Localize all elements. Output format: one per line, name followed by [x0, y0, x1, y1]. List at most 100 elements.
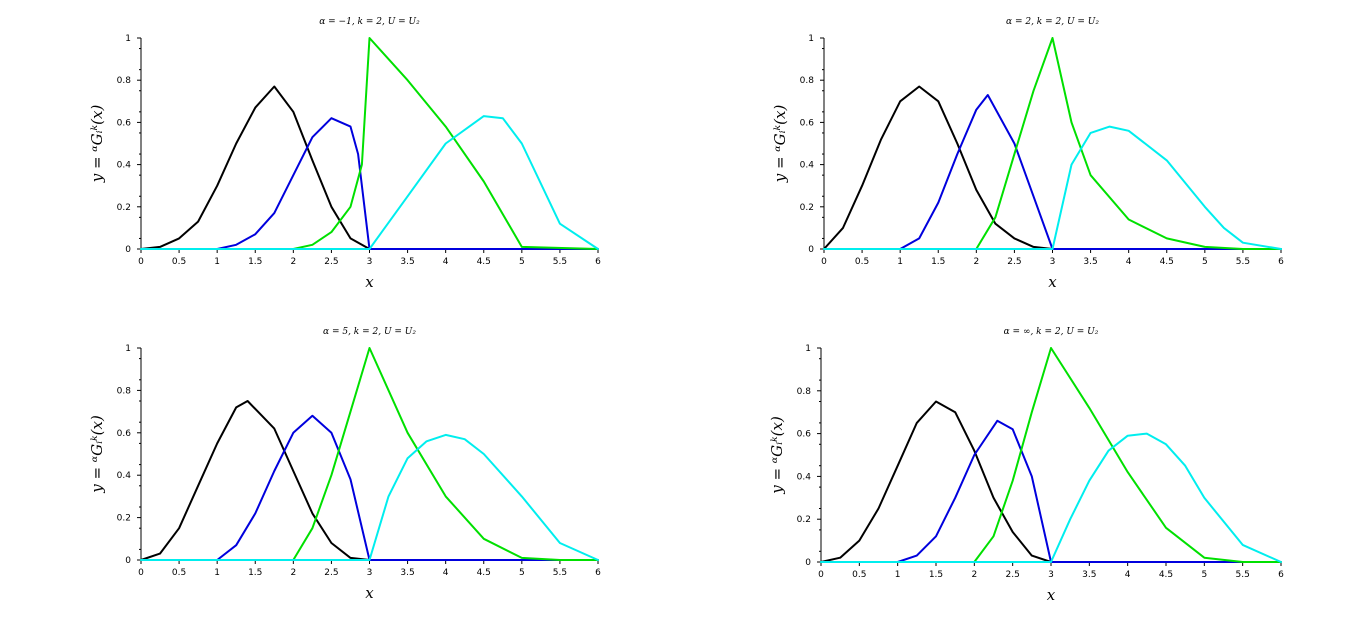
x-tick-label: 3.5	[400, 568, 414, 578]
y-tick-label: 0.4	[117, 471, 132, 481]
x-tick-label: 3.5	[1083, 257, 1097, 267]
x-tick-label: 5	[519, 257, 525, 267]
chart-panel-4: 0 0.5 1 1.5 2 2.5 3 3.5 4 4.5 5 5.5 6 0 0.2 0.4 0.6 0.8 1 α…	[768, 327, 1284, 604]
chart-title: α = 2, k = 2, U = U₂	[1006, 17, 1099, 27]
x-tick-label: 1.5	[929, 570, 943, 580]
x-tick-label: 2	[290, 257, 296, 267]
series-line-1	[823, 85, 1054, 250]
x-tick-label: 3.5	[400, 257, 414, 267]
y-tick-label: 0.2	[117, 514, 131, 524]
y-tick-label: 0.2	[800, 203, 814, 213]
x-tick-label: 5.5	[553, 257, 567, 267]
series-line-1	[140, 85, 371, 250]
chart-title: α = 5, k = 2, U = U₂	[323, 327, 416, 337]
y-tick-label: 0.4	[800, 161, 815, 171]
x-tick-label: 0	[138, 568, 144, 578]
x-tick-label: 5.5	[1236, 570, 1250, 580]
x-tick-label: 6	[1278, 570, 1284, 580]
x-tick-label: 0.5	[855, 257, 869, 267]
series-line-2	[823, 94, 1282, 250]
series-line-3	[823, 37, 1282, 250]
series-line-3	[820, 347, 1282, 563]
x-tick-label: 6	[595, 568, 601, 578]
x-axis-label: x	[1047, 586, 1056, 604]
series-line-1	[140, 400, 371, 561]
x-axis-label: x	[365, 273, 374, 291]
x-tick-label: 3	[367, 568, 373, 578]
x-tick-label: 2	[973, 257, 979, 267]
x-tick-label: 5.5	[1236, 257, 1250, 267]
x-tick-label: 1	[214, 568, 220, 578]
x-tick-label: 3	[367, 257, 373, 267]
x-tick-label: 6	[1278, 257, 1284, 267]
x-tick-label: 5	[1202, 257, 1208, 267]
y-tick-label: 0	[805, 558, 811, 568]
series-line-3	[140, 347, 599, 561]
y-tick-label: 1	[808, 34, 814, 44]
chart-panel-2: 0 0.5 1 1.5 2 2.5 3 3.5 4 4.5 5 5.5 6 0 0.2 0.4 0.6 0.8 1 α…	[771, 17, 1284, 291]
x-tick-label: 5	[1201, 570, 1207, 580]
chart-panel-3: 0 0.5 1 1.5 2 2.5 3 3.5 4 4.5 5 5.5 6 0 0.2 0.4 0.6 0.8 1 α…	[88, 327, 601, 602]
y-tick-label: 0.2	[117, 203, 131, 213]
series-line-2	[820, 419, 1282, 563]
y-tick-label: 0.6	[797, 430, 812, 440]
series-line-4	[140, 433, 599, 561]
x-tick-label: 0	[818, 570, 824, 580]
y-tick-label: 1	[125, 344, 131, 354]
x-tick-label: 0	[821, 257, 827, 267]
y-axis-label: y = ᵅGᵢᵏ(x)	[771, 105, 789, 184]
x-tick-label: 3	[1048, 570, 1054, 580]
chart-panel-1: 0 0.5 1 1.5 2 2.5 3 3.5 4 4.5 5 5.5 6 0 0.2 0.4 0.6 0.8 1 α…	[88, 17, 601, 291]
y-tick-label: 0.8	[800, 76, 815, 86]
y-tick-label: 0	[125, 245, 131, 255]
y-tick-label: 0.6	[117, 429, 132, 439]
y-axis-label: y = ᵅGᵢᵏ(x)	[88, 105, 106, 184]
y-axis-label: y = ᵅGᵢᵏ(x)	[768, 416, 786, 495]
y-tick-label: 0.8	[797, 387, 812, 397]
x-tick-label: 2.5	[324, 568, 338, 578]
y-tick-label: 1	[805, 344, 811, 354]
x-tick-label: 2.5	[1006, 570, 1020, 580]
x-tick-label: 4	[1126, 257, 1132, 267]
x-tick-label: 0.5	[172, 257, 186, 267]
x-tick-label: 1.5	[248, 257, 262, 267]
x-tick-label: 1.5	[248, 568, 262, 578]
series-line-4	[823, 125, 1282, 250]
x-tick-label: 5.5	[553, 568, 567, 578]
y-tick-label: 0.6	[800, 118, 815, 128]
x-tick-label: 0	[138, 257, 144, 267]
y-tick-label: 1	[125, 34, 131, 44]
series-line-2	[140, 414, 599, 561]
x-tick-label: 4.5	[477, 568, 491, 578]
y-tick-label: 0.2	[797, 515, 811, 525]
y-tick-label: 0	[808, 245, 814, 255]
series-line-3	[140, 37, 599, 250]
y-tick-label: 0.6	[117, 118, 132, 128]
x-tick-label: 1	[214, 257, 220, 267]
x-tick-label: 2.5	[1007, 257, 1021, 267]
x-tick-label: 1.5	[931, 257, 945, 267]
y-tick-label: 0.4	[117, 161, 132, 171]
x-tick-label: 1	[897, 257, 903, 267]
y-axis-label: y = ᵅGᵢᵏ(x)	[88, 415, 106, 494]
series-line-4	[140, 115, 599, 250]
y-tick-label: 0	[125, 556, 131, 566]
x-tick-label: 4.5	[1159, 570, 1173, 580]
x-tick-label: 4	[1125, 570, 1131, 580]
x-tick-label: 2	[290, 568, 296, 578]
x-tick-label: 3	[1050, 257, 1056, 267]
x-axis-label: x	[1048, 273, 1057, 291]
y-tick-label: 0.8	[117, 386, 132, 396]
chart-title: α = −1, k = 2, U = U₂	[319, 17, 420, 27]
x-tick-label: 4.5	[477, 257, 491, 267]
x-tick-label: 0.5	[852, 570, 866, 580]
x-tick-label: 0.5	[172, 568, 186, 578]
x-tick-label: 1	[895, 570, 901, 580]
x-tick-label: 6	[595, 257, 601, 267]
x-tick-label: 4	[443, 257, 449, 267]
x-tick-label: 4	[443, 568, 449, 578]
series-line-4	[820, 432, 1282, 563]
x-axis-label: x	[365, 584, 374, 602]
